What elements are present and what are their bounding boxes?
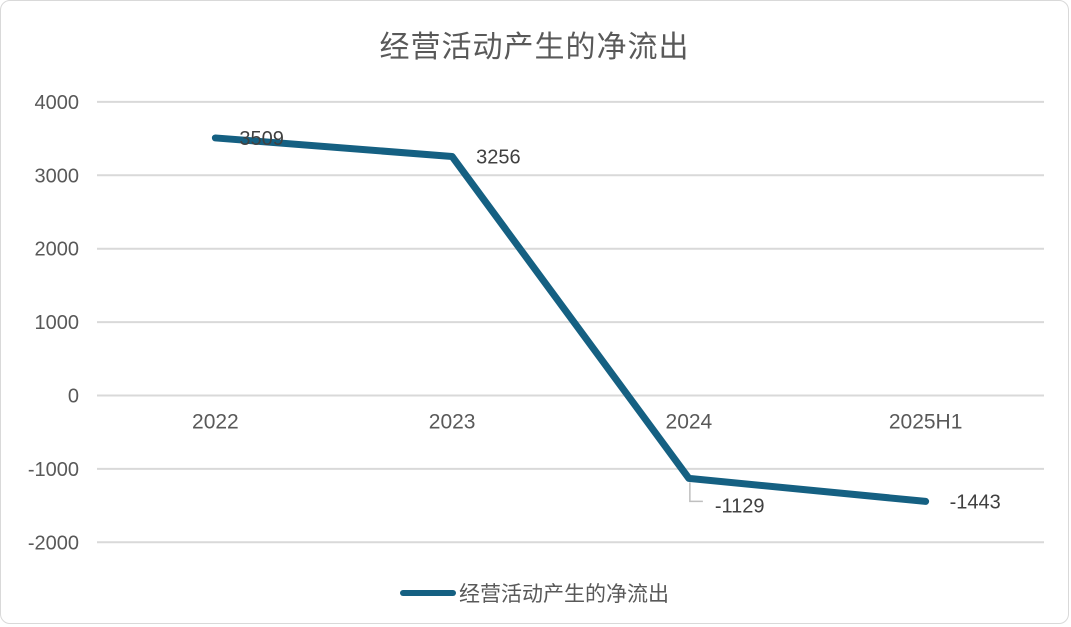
legend-label: 经营活动产生的净流出 (459, 583, 669, 606)
y-tick-label: 1000 (35, 312, 80, 334)
legend: 经营活动产生的净流出 (1, 578, 1068, 608)
series-line (211, 134, 930, 505)
x-tick-label: 2022 (192, 411, 239, 434)
data-label: -1129 (715, 495, 765, 517)
x-tick-label: 2023 (429, 411, 476, 434)
y-tick-label: -2000 (28, 532, 79, 554)
y-tick-label: -1000 (28, 459, 79, 481)
x-tick-label: 2024 (666, 411, 713, 434)
y-tick-label: 4000 (35, 92, 80, 114)
leader-line (689, 482, 703, 503)
chart-title: 经营活动产生的净流出 (379, 31, 690, 64)
data-label: 3509 (239, 128, 284, 150)
y-tick-label: 3000 (35, 165, 80, 187)
legend-line-swatch (400, 590, 456, 596)
y-tick-label: 0 (68, 386, 79, 408)
x-tick-label: 2025H1 (889, 411, 963, 434)
data-label: 3256 (476, 147, 521, 169)
y-tick-label: 2000 (35, 239, 80, 261)
data-label: -1443 (950, 491, 1001, 513)
